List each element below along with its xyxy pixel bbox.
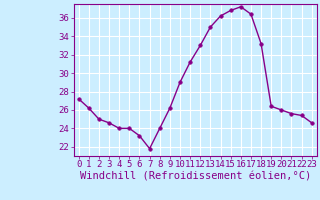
X-axis label: Windchill (Refroidissement éolien,°C): Windchill (Refroidissement éolien,°C) bbox=[80, 172, 311, 182]
